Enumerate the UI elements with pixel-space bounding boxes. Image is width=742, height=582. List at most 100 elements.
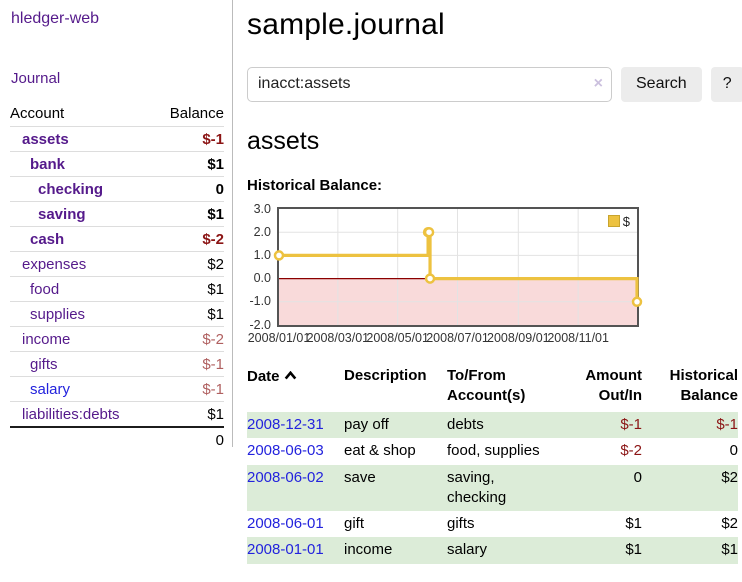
x-tick-label: 2008/11/01 [547,330,609,345]
transaction-accounts: debts [447,412,565,439]
account-row-saving: saving $1 [10,201,224,227]
account-balance: $1 [207,280,224,298]
search-box: × [247,66,612,102]
account-row-checking: checking 0 [10,176,224,202]
y-tick-label: -2.0 [249,317,271,332]
account-link-expenses[interactable]: expenses [22,255,87,273]
account-row-supplies: supplies $1 [10,301,224,327]
main-content: sample.journal × Search ? assets Histori… [233,0,742,582]
chart-plot-area[interactable]: $ [273,206,643,327]
account-link-food[interactable]: food [30,280,60,298]
transaction-date-link[interactable]: 2008-01-01 [247,541,324,559]
x-tick-label: 2008/01/01 [247,330,311,345]
sort-ascending-icon [284,366,297,386]
transaction-amount: $1 [625,515,642,532]
register-column-balance: Historical Balance [642,364,738,413]
account-balance: 0 [215,180,224,198]
transaction-accounts: food, supplies [447,442,540,460]
transaction-accounts: gifts [447,515,475,532]
y-tick-label: 2.0 [253,224,271,239]
transaction-date-link[interactable]: 2008-06-02 [247,468,324,486]
page-title: sample.journal [247,8,445,41]
chart-title: Historical Balance: [247,176,383,194]
register-column-description: Description [344,366,427,384]
account-row-expenses: expenses $2 [10,251,224,277]
account-link-liabilities-debts[interactable]: liabilities:debts [22,405,120,423]
account-link-saving[interactable]: saving [38,205,86,223]
account-link-salary[interactable]: salary [30,380,71,398]
nav-journal-link[interactable]: Journal [11,70,61,87]
register-row: 2008-01-01 income salary $1 $1 [247,537,738,564]
chart-y-axis: 3.0 2.0 1.0 0.0 -1.0 -2.0 [247,202,271,332]
x-tick-label: 2008/07/01 [426,330,489,345]
account-link-gifts[interactable]: gifts [30,355,58,373]
register-row: 2008-12-31 pay off debts $-1 $-1 [247,412,738,439]
account-row-liabilities-debts: liabilities:debts $1 [10,401,224,428]
help-button[interactable]: ? [710,66,742,102]
transaction-description: gift [344,515,365,532]
legend-label: $ [622,213,630,229]
account-link-income[interactable]: income [22,330,71,348]
account-link-bank[interactable]: bank [30,155,66,173]
search-button[interactable]: Search [621,66,702,102]
account-row-bank: bank $1 [10,151,224,177]
transaction-balance: $-1 [642,412,738,439]
transaction-balance: $2 [642,464,738,511]
clear-search-icon[interactable]: × [593,74,603,92]
account-row-food: food $1 [10,276,224,302]
transaction-description: income [344,537,447,564]
account-row-assets: assets $-1 [10,126,224,152]
chart-canvas [273,208,643,325]
accounts-column-balance: Balance [169,105,224,122]
account-row-salary: salary $-1 [10,376,224,402]
transaction-description: eat & shop [344,442,416,460]
account-balance: $-1 [202,380,224,398]
register-row: 2008-06-03 eat & shop food, supplies $-2… [247,438,738,464]
transaction-description: pay off [344,412,447,439]
account-balance: $-2 [202,230,224,248]
transaction-amount: $-1 [565,412,642,439]
account-row-income: income $-2 [10,326,224,352]
account-link-supplies[interactable]: supplies [30,305,86,323]
y-tick-label: 3.0 [253,201,271,216]
chart-legend: $ [605,212,632,230]
register-row: 2008-06-01 gift gifts $1 $2 [247,511,738,537]
transaction-accounts: saving, checking [447,464,565,511]
account-balance: $1 [207,205,224,223]
legend-swatch-icon [607,215,620,227]
account-balance: $1 [207,155,224,173]
x-tick-label: 2008/09/01 [487,330,550,345]
app-brand-link[interactable]: hledger-web [11,10,100,27]
tofrom-header-line1: To/From [447,366,506,384]
register-column-tofrom: To/From Account(s) [447,364,565,413]
register-column-amount: Amount Out/In [565,364,642,413]
accounts-total-value: 0 [215,432,224,449]
sidebar: hledger-web Journal Account Balance asse… [0,0,233,449]
account-link-checking[interactable]: checking [38,180,104,198]
transaction-date-link[interactable]: 2008-06-01 [247,515,324,532]
accounts-total-row: 0 [10,427,224,453]
balance-header-line1: Historical [669,366,738,384]
account-balance: $2 [207,255,224,273]
account-balance: $1 [207,405,224,423]
account-link-assets[interactable]: assets [22,130,69,148]
account-balance: $1 [207,305,224,323]
account-balance: $-1 [202,130,224,148]
accounts-table: Account Balance assets $-1 bank $1 check… [10,101,224,453]
register-column-date[interactable]: Date [247,364,344,413]
accounts-header-row: Account Balance [10,101,224,127]
transaction-balance: $2 [721,515,738,532]
amount-header-line2: Out/In [598,386,642,404]
transaction-date-link[interactable]: 2008-06-03 [247,442,324,460]
account-balance: $-1 [202,355,224,373]
account-link-cash[interactable]: cash [30,230,65,248]
x-tick-label: 2008/05/01 [366,330,429,345]
amount-header-line1: Amount [585,366,642,384]
tofrom-header-line2: Account(s) [447,386,526,404]
y-tick-label: 1.0 [253,247,271,262]
transaction-balance: $1 [642,537,738,564]
transaction-date-link[interactable]: 2008-12-31 [247,416,324,433]
accounts-column-account: Account [10,105,65,122]
historical-balance-chart[interactable]: 3.0 2.0 1.0 0.0 -1.0 -2.0 $ 2008/01/01 2008/03… [247,202,738,348]
search-input[interactable] [247,66,612,102]
